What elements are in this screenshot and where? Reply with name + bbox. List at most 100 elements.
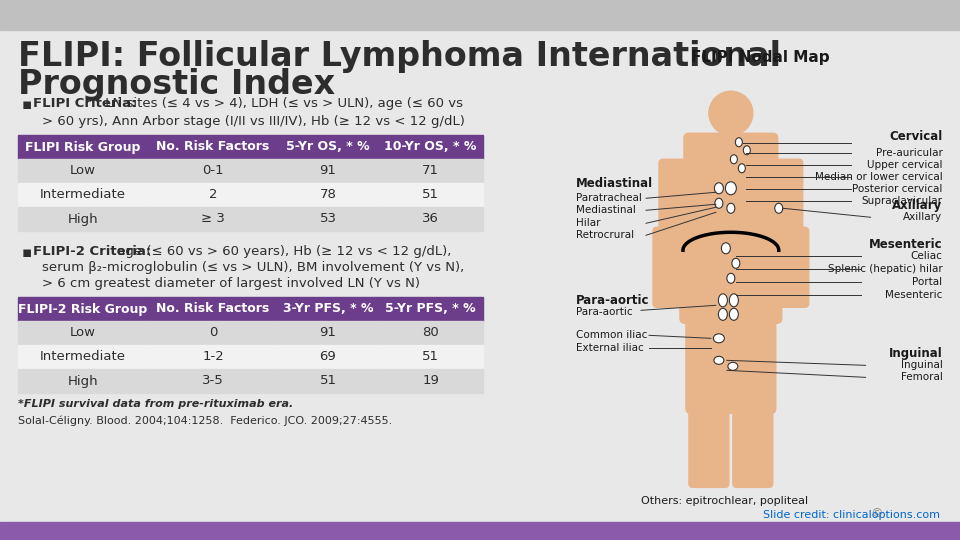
Bar [148, 135, 278, 159]
Bar [18, 207, 148, 231]
Text: Posterior cervical: Posterior cervical [852, 184, 943, 194]
Text: Mesenteric: Mesenteric [885, 291, 943, 300]
Text: LN sites (≤ 4 vs > 4), LDH (≤ vs > ULN), age (≤ 60 vs: LN sites (≤ 4 vs > 4), LDH (≤ vs > ULN),… [101, 97, 463, 110]
Text: Inguinal: Inguinal [889, 347, 943, 360]
Text: 3-5: 3-5 [203, 375, 224, 388]
Text: 51: 51 [422, 188, 439, 201]
Bar [18, 369, 148, 393]
Bar [148, 321, 278, 345]
FancyBboxPatch shape [769, 159, 803, 237]
Text: FLIPI: Follicular Lymphoma International: FLIPI: Follicular Lymphoma International [18, 40, 781, 73]
Text: Low: Low [70, 327, 96, 340]
Text: 91: 91 [320, 327, 336, 340]
FancyBboxPatch shape [653, 227, 683, 307]
Ellipse shape [735, 138, 742, 147]
Text: Axillary: Axillary [892, 199, 943, 212]
Bar [0, 522, 960, 540]
Bar [148, 345, 278, 369]
FancyBboxPatch shape [684, 133, 778, 253]
Text: Axillary: Axillary [903, 212, 943, 222]
FancyBboxPatch shape [659, 159, 693, 237]
Text: FLIPI Criteria:: FLIPI Criteria: [33, 97, 136, 110]
Text: 0: 0 [209, 327, 217, 340]
Ellipse shape [718, 294, 728, 307]
Text: 1-2: 1-2 [203, 350, 224, 363]
Text: ≥ 3: ≥ 3 [201, 213, 225, 226]
FancyBboxPatch shape [779, 227, 808, 307]
Text: 5-Yr PFS, * %: 5-Yr PFS, * % [385, 302, 476, 315]
Bar [148, 297, 278, 321]
Ellipse shape [714, 356, 724, 365]
Text: Hilar: Hilar [576, 218, 601, 228]
Bar [378, 183, 483, 207]
Text: 0-1: 0-1 [203, 165, 224, 178]
Text: Mediastinal: Mediastinal [576, 177, 654, 190]
Text: Celiac: Celiac [910, 251, 943, 261]
Text: Common iliac: Common iliac [576, 330, 648, 340]
Text: 69: 69 [320, 350, 336, 363]
Ellipse shape [730, 294, 738, 307]
Text: Paratracheal: Paratracheal [576, 193, 642, 203]
Text: Femoral: Femoral [900, 373, 943, 382]
Text: ▪: ▪ [22, 245, 33, 260]
Text: No. Risk Factors: No. Risk Factors [156, 302, 270, 315]
Text: ▪: ▪ [22, 97, 33, 112]
Text: 71: 71 [422, 165, 439, 178]
Bar [0, 0, 960, 30]
Ellipse shape [715, 198, 723, 208]
Ellipse shape [731, 155, 737, 164]
Text: Solal-Céligny. Blood. 2004;104:1258.  Federico. JCO. 2009;27:4555.: Solal-Céligny. Blood. 2004;104:1258. Fed… [18, 415, 393, 426]
Text: Supraclavicular: Supraclavicular [861, 196, 943, 206]
Text: Intermediate: Intermediate [40, 188, 126, 201]
Ellipse shape [718, 308, 728, 320]
FancyBboxPatch shape [686, 308, 733, 413]
Text: 2: 2 [208, 188, 217, 201]
Bar [18, 159, 148, 183]
Text: 91: 91 [320, 165, 336, 178]
Ellipse shape [738, 164, 745, 173]
FancyBboxPatch shape [689, 401, 729, 488]
Text: External iliac: External iliac [576, 343, 644, 353]
Bar [148, 159, 278, 183]
Text: Median or lower cervical: Median or lower cervical [815, 172, 943, 183]
Text: Retrocrural: Retrocrural [576, 230, 635, 240]
Text: 36: 36 [422, 213, 439, 226]
FancyBboxPatch shape [732, 401, 773, 488]
Text: 5-Yr OS, * %: 5-Yr OS, * % [286, 140, 370, 153]
Bar [278, 207, 378, 231]
Bar [378, 159, 483, 183]
Text: Pre-auricular: Pre-auricular [876, 148, 943, 158]
Text: *FLIPI survival data from pre-rituximab era.: *FLIPI survival data from pre-rituximab … [18, 399, 293, 409]
Text: serum β₂-microglobulin (≤ vs > ULN), BM involvement (Y vs N),: serum β₂-microglobulin (≤ vs > ULN), BM … [42, 261, 465, 274]
Ellipse shape [726, 182, 736, 195]
Ellipse shape [721, 243, 731, 254]
Text: FLIPI-2 Criteria:: FLIPI-2 Criteria: [33, 245, 152, 258]
Bar [18, 297, 148, 321]
Ellipse shape [730, 308, 738, 320]
Text: No. Risk Factors: No. Risk Factors [156, 140, 270, 153]
Text: 51: 51 [320, 375, 337, 388]
Bar [148, 183, 278, 207]
Bar [278, 369, 378, 393]
Text: > 60 yrs), Ann Arbor stage (I/II vs III/IV), Hb (≥ 12 vs < 12 g/dL): > 60 yrs), Ann Arbor stage (I/II vs III/… [42, 115, 465, 128]
Ellipse shape [732, 258, 740, 268]
Text: Mediastinal: Mediastinal [576, 205, 636, 215]
Text: Inguinal: Inguinal [900, 360, 943, 370]
Text: FLIPI Nodal Map: FLIPI Nodal Map [691, 50, 830, 65]
Text: 53: 53 [320, 213, 337, 226]
Text: Para-aortic: Para-aortic [576, 307, 633, 318]
Text: 10-Yr OS, * %: 10-Yr OS, * % [384, 140, 477, 153]
Ellipse shape [727, 203, 734, 213]
Text: High: High [68, 375, 98, 388]
Bar [278, 183, 378, 207]
Text: > 6 cm greatest diameter of largest involved LN (Y vs N): > 6 cm greatest diameter of largest invo… [42, 277, 420, 290]
Bar [378, 369, 483, 393]
Text: 78: 78 [320, 188, 336, 201]
Text: Upper cervical: Upper cervical [867, 160, 943, 170]
Text: age (≤ 60 vs > 60 years), Hb (≥ 12 vs < 12 g/dL),: age (≤ 60 vs > 60 years), Hb (≥ 12 vs < … [113, 245, 451, 258]
FancyBboxPatch shape [680, 241, 781, 323]
Text: 51: 51 [422, 350, 439, 363]
Ellipse shape [727, 273, 734, 284]
Ellipse shape [743, 146, 751, 155]
Text: Low: Low [70, 165, 96, 178]
